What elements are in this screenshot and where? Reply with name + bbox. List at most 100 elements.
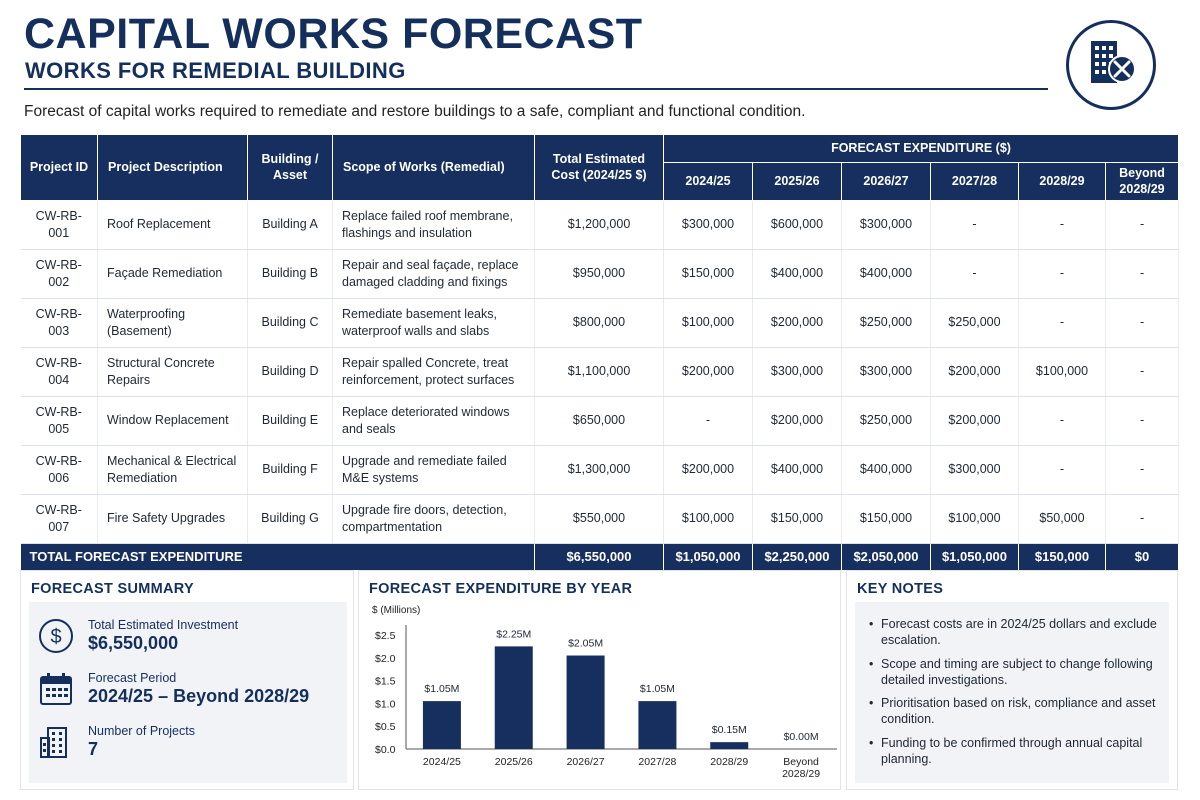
header-year: 2026/27: [841, 162, 931, 201]
cell-scope: Repair and seal façade, replace damaged …: [332, 249, 535, 299]
svg-text:$: $: [50, 626, 61, 648]
cell-year-value: $100,000: [663, 298, 753, 348]
summary-label: Total Estimated Investment: [88, 618, 239, 632]
bar-data-label: $0.00M: [784, 731, 819, 743]
cell-year-value: $300,000: [752, 347, 842, 397]
cell-year-value: $100,000: [1018, 347, 1106, 397]
header-year: 2024/25: [663, 162, 753, 201]
expenditure-bar-chart: $ (Millions) $0.0 $0.5 $1.0 $1.5 $2.0 $2.5 $1.0…: [372, 605, 837, 780]
note-item: Funding to be confirmed through annual c…: [863, 735, 1163, 767]
cell-year-value: $250,000: [841, 396, 931, 446]
bar: [710, 742, 749, 749]
total-year: $2,050,000: [841, 543, 931, 570]
cell-year-value: $200,000: [663, 445, 753, 495]
cell-building: Building A: [247, 200, 333, 250]
x-tick-label: 2026/27: [567, 756, 605, 768]
cell-project-id: CW-RB-001: [20, 200, 98, 250]
note-item: Prioritisation based on risk, compliance…: [863, 695, 1163, 727]
bar-data-label: $2.05M: [568, 638, 603, 650]
cell-year-value: -: [1018, 445, 1106, 495]
table-header-row: Project ID Project Description Building …: [20, 134, 1180, 201]
notes-box: Forecast costs are in 2024/25 dollars an…: [855, 602, 1169, 783]
x-tick-label: Beyond: [783, 756, 819, 768]
cell-building: Building E: [247, 396, 333, 446]
summary-value: 2024/25 – Beyond 2028/29: [88, 686, 310, 706]
cell-year-value: $300,000: [663, 200, 753, 250]
cell-scope: Remediate basement leaks, waterproof wal…: [332, 298, 535, 348]
header-total: Total Estimated Cost (2024/25 $): [534, 134, 664, 201]
bar: [566, 655, 605, 749]
y-tick-label: $2.5: [375, 630, 396, 642]
notes-title: KEY NOTES: [857, 581, 944, 597]
cell-year-value: $400,000: [752, 445, 842, 495]
x-tick-label: 2028/29: [710, 756, 748, 768]
cell-project-id: CW-RB-005: [20, 396, 98, 446]
header-year: 2025/26: [752, 162, 842, 201]
cell-building: Building F: [247, 445, 333, 495]
x-tick-label: 2025/26: [495, 756, 533, 768]
summary-box: $ Total Estimated Investment $6,550,000 …: [29, 602, 347, 783]
summary-item-investment: $ Total Estimated Investment $6,550,000: [29, 616, 347, 668]
table-row: CW-RB-003 Waterproofing (Basement) Buildin…: [20, 298, 1180, 348]
cell-total-cost: $1,300,000: [534, 445, 664, 495]
summary-title: FORECAST SUMMARY: [31, 581, 194, 597]
header-scope: Scope of Works (Remedial): [332, 134, 535, 201]
cell-year-value: -: [1105, 494, 1180, 544]
cell-year-value: -: [663, 396, 753, 446]
cell-project-id: CW-RB-007: [20, 494, 98, 544]
table-row: CW-RB-005 Window Replacement Building E Rep…: [20, 396, 1180, 446]
cell-total-cost: $650,000: [534, 396, 664, 446]
cell-total-cost: $800,000: [534, 298, 664, 348]
bar-data-label: $0.15M: [712, 724, 747, 736]
table-row: CW-RB-002 Façade Remediation Building B Rep…: [20, 249, 1180, 299]
page-subtitle: WORKS FOR REMEDIAL BUILDING: [25, 58, 406, 83]
total-label: TOTAL FORECAST EXPENDITURE: [20, 543, 535, 570]
cell-year-value: -: [1105, 347, 1180, 397]
x-tick-label: 2027/28: [638, 756, 676, 768]
y-tick-label: $1.0: [375, 698, 396, 710]
bar-data-label: $2.25M: [496, 628, 531, 640]
cell-scope: Repair spalled Concrete, treat reinforce…: [332, 347, 535, 397]
header-year: 2027/28: [930, 162, 1019, 201]
table-row: CW-RB-006 Mechanical & Electrical Remedia…: [20, 445, 1180, 495]
cell-year-value: $50,000: [1018, 494, 1106, 544]
cell-description: Structural Concrete Repairs: [97, 347, 248, 397]
cell-year-value: $300,000: [841, 200, 931, 250]
bar-data-label: $1.05M: [424, 683, 459, 695]
cell-year-value: -: [930, 200, 1019, 250]
cell-building: Building B: [247, 249, 333, 299]
forecast-table: Project ID Project Description Building …: [20, 134, 1180, 570]
header-year: 2028/29: [1018, 162, 1106, 201]
cell-project-id: CW-RB-003: [20, 298, 98, 348]
bar: [638, 701, 677, 749]
cell-description: Roof Replacement: [97, 200, 248, 250]
total-row: TOTAL FORECAST EXPENDITURE $6,550,000 $1…: [20, 543, 1180, 570]
bar: [422, 701, 461, 749]
forecast-summary-panel: FORECAST SUMMARY $ Total Estimated Inves…: [20, 570, 354, 790]
cell-scope: Replace failed roof membrane, flashings …: [332, 200, 535, 250]
cell-description: Waterproofing (Basement): [97, 298, 248, 348]
cell-year-value: -: [1018, 249, 1106, 299]
cell-year-value: -: [1018, 298, 1106, 348]
cell-year-value: $150,000: [663, 249, 753, 299]
chart-title: FORECAST EXPENDITURE BY YEAR: [369, 581, 633, 597]
cell-total-cost: $1,100,000: [534, 347, 664, 397]
cell-year-value: $200,000: [752, 298, 842, 348]
cell-description: Façade Remediation: [97, 249, 248, 299]
cell-year-value: $400,000: [841, 249, 931, 299]
cell-description: Window Replacement: [97, 396, 248, 446]
dollar-icon: $: [39, 619, 73, 653]
total-year: $0: [1105, 543, 1180, 570]
notes-list: Forecast costs are in 2024/25 dollars an…: [863, 616, 1163, 774]
header-building: Building / Asset: [247, 134, 333, 201]
cell-building: Building G: [247, 494, 333, 544]
summary-item-projects: Number of Projects 7: [29, 722, 347, 774]
chart-panel: FORECAST EXPENDITURE BY YEAR $ (Millions…: [358, 570, 841, 790]
cell-year-value: $300,000: [841, 347, 931, 397]
summary-value: 7: [88, 739, 99, 759]
total-year: $1,050,000: [663, 543, 753, 570]
cell-project-id: CW-RB-004: [20, 347, 98, 397]
summary-value: $6,550,000: [88, 633, 179, 653]
intro-text: Forecast of capital works required to re…: [24, 103, 806, 120]
cell-year-value: $200,000: [930, 347, 1019, 397]
